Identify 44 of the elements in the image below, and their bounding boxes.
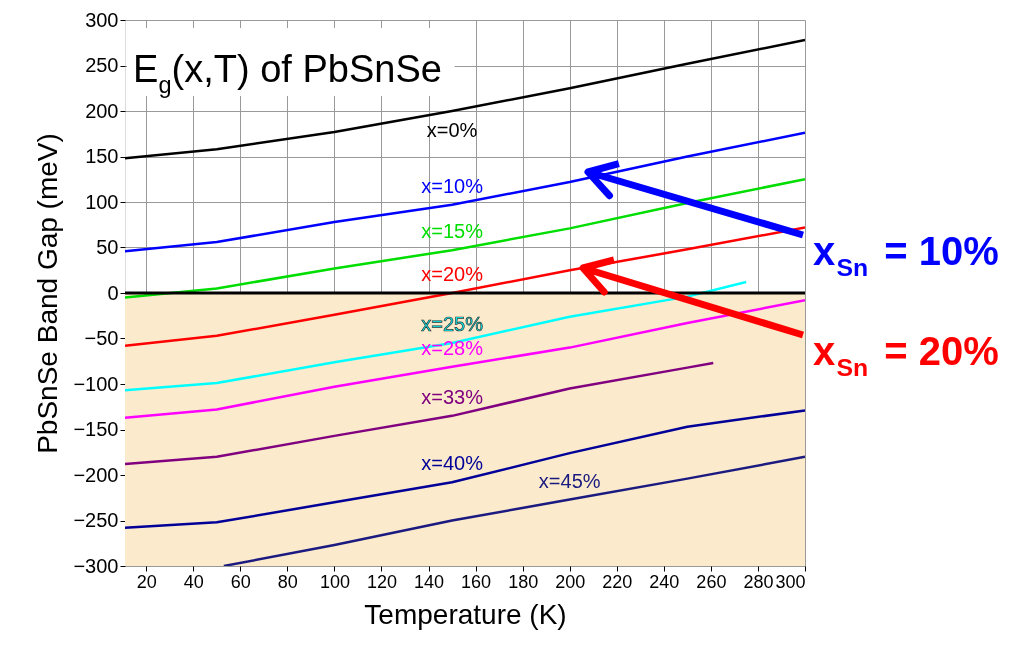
y-tick-label: 250 [85, 54, 119, 76]
y-tick-label: 300 [85, 8, 119, 31]
y-tick-label: 0 [107, 281, 119, 304]
series-label: x=45% [538, 469, 601, 492]
line-series [125, 299, 805, 419]
y-tick-label: 150 [85, 145, 119, 167]
y-tick-label: −300 [73, 554, 119, 577]
x-tick-label: 160 [461, 571, 492, 592]
x-tick-label: 260 [696, 571, 727, 592]
x-tick-label: 40 [183, 571, 204, 592]
line-series [125, 178, 805, 299]
line-series [125, 280, 748, 392]
x-tick-label: 220 [602, 571, 633, 592]
y-tick-label: 100 [85, 190, 119, 213]
y-tick-label: −50 [84, 327, 119, 349]
y-tick-label: −200 [73, 463, 119, 486]
x-tick-label: 120 [366, 571, 397, 592]
series-label: x=40% [421, 452, 484, 475]
x-tick-label: 140 [414, 571, 445, 592]
series-label: x=33% [421, 385, 484, 408]
y-tick-label: 50 [96, 236, 119, 258]
x-tick-label: 80 [277, 571, 298, 592]
x-tick-label: 240 [649, 571, 680, 592]
y-tick-label: −250 [73, 509, 119, 531]
line-series [125, 409, 805, 530]
series-label: x=20% [421, 263, 484, 285]
x-tick-label: 280 [743, 571, 774, 592]
series-label: x=28% [421, 336, 484, 359]
y-tick-label: −100 [73, 372, 119, 395]
x-tick-label: 60 [230, 571, 251, 592]
x-tick-label: 180 [508, 571, 539, 592]
line-series [222, 455, 805, 566]
x-tick-label: 20 [136, 571, 157, 592]
x-tick-label: 200 [555, 571, 586, 592]
series-label: x=15% [421, 220, 484, 243]
y-axis-title: PbSnSe Band Gap (meV) [32, 133, 64, 454]
x-axis-title: Temperature (K) [364, 598, 567, 630]
x-tick-label: 300 [775, 571, 806, 592]
x-tick-label: 100 [319, 571, 350, 592]
series-label: x=0% [426, 119, 478, 141]
series-label: x=10% [421, 174, 484, 197]
y-tick-label: 200 [85, 99, 119, 122]
series-label: x=25% [421, 313, 484, 336]
y-tick-label: −150 [73, 418, 119, 440]
